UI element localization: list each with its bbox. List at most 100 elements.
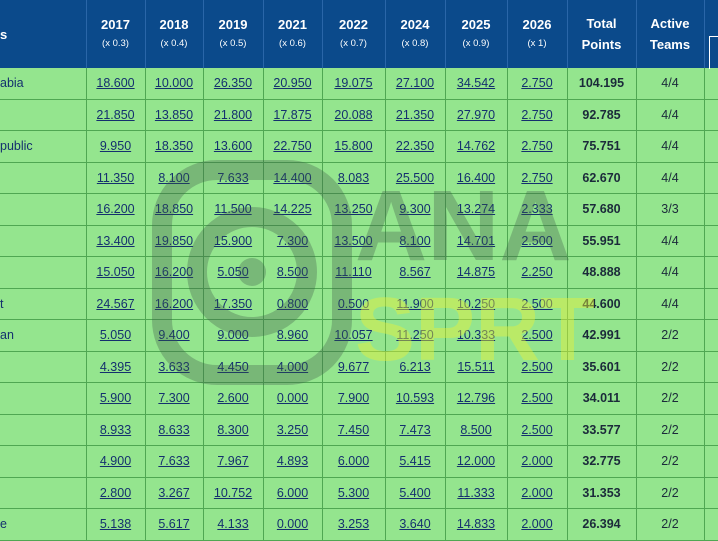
- year-points-cell[interactable]: 8.633: [145, 414, 204, 446]
- year-points-cell[interactable]: 21.850: [86, 99, 146, 131]
- year-points-link[interactable]: 10.752: [213, 485, 253, 500]
- year-points-cell[interactable]: 9.677: [322, 351, 386, 383]
- year-points-cell[interactable]: 10.000: [145, 68, 204, 100]
- year-points-cell[interactable]: 2.333: [507, 193, 568, 226]
- year-points-cell[interactable]: 3.253: [322, 508, 386, 541]
- year-points-link[interactable]: 6.213: [399, 359, 431, 374]
- year-points-link[interactable]: 11.350: [96, 170, 135, 185]
- year-points-cell[interactable]: 5.300: [322, 477, 386, 509]
- year-points-link[interactable]: 0.000: [276, 517, 309, 532]
- year-points-link[interactable]: 13.274: [456, 202, 496, 217]
- year-points-link[interactable]: 2.600: [217, 391, 249, 406]
- year-points-cell[interactable]: 15.900: [203, 225, 264, 257]
- year-points-cell[interactable]: 20.088: [322, 99, 386, 131]
- year-points-cell[interactable]: 8.300: [203, 414, 264, 446]
- year-points-link[interactable]: 10.333: [456, 328, 496, 343]
- year-points-link[interactable]: 2.000: [521, 517, 553, 532]
- year-points-link[interactable]: 17.350: [213, 296, 253, 311]
- year-points-link[interactable]: 27.100: [395, 76, 435, 91]
- year-points-link[interactable]: 0.000: [276, 391, 309, 406]
- year-points-cell[interactable]: 2.500: [507, 225, 568, 257]
- year-points-link[interactable]: 20.950: [273, 76, 312, 91]
- year-points-link[interactable]: 16.200: [154, 296, 194, 311]
- year-points-cell[interactable]: 4.395: [86, 351, 146, 383]
- year-points-link[interactable]: 2.500: [521, 391, 553, 406]
- year-points-cell[interactable]: 2.750: [507, 162, 568, 194]
- year-points-cell[interactable]: 10.752: [203, 477, 264, 509]
- year-points-link[interactable]: 3.633: [158, 359, 190, 374]
- year-points-cell[interactable]: 7.633: [203, 162, 264, 194]
- year-points-link[interactable]: 2.500: [521, 296, 553, 311]
- year-points-cell[interactable]: 2.500: [507, 414, 568, 446]
- year-points-cell[interactable]: 4.133: [203, 508, 264, 541]
- year-points-cell[interactable]: 2.800: [86, 477, 146, 509]
- year-points-link[interactable]: 18.600: [96, 76, 135, 91]
- year-points-link[interactable]: 2.750: [521, 107, 553, 122]
- year-points-link[interactable]: 2.750: [521, 170, 553, 185]
- year-points-link[interactable]: 4.893: [276, 454, 309, 469]
- year-points-link[interactable]: 2.500: [521, 422, 553, 437]
- year-points-link[interactable]: 13.250: [334, 202, 373, 217]
- year-points-link[interactable]: 10.250: [456, 296, 496, 311]
- year-points-cell[interactable]: 11.333: [445, 477, 508, 509]
- year-points-link[interactable]: 3.640: [399, 517, 431, 532]
- year-points-link[interactable]: 7.633: [158, 454, 190, 469]
- year-points-link[interactable]: 21.800: [213, 107, 253, 122]
- year-points-cell[interactable]: 14.762: [445, 130, 508, 163]
- year-points-link[interactable]: 15.050: [96, 265, 135, 280]
- year-points-link[interactable]: 11.900: [396, 296, 434, 311]
- year-points-link[interactable]: 5.900: [99, 391, 132, 406]
- year-points-link[interactable]: 5.050: [217, 265, 249, 280]
- year-points-link[interactable]: 4.000: [276, 359, 309, 374]
- year-points-link[interactable]: 6.000: [337, 454, 370, 469]
- year-points-cell[interactable]: 10.593: [385, 382, 446, 415]
- year-points-cell[interactable]: 14.400: [263, 162, 323, 194]
- year-points-link[interactable]: 4.133: [217, 517, 249, 532]
- year-points-cell[interactable]: 0.500: [322, 288, 386, 320]
- year-points-cell[interactable]: 10.250: [445, 288, 508, 320]
- year-points-cell[interactable]: 15.511: [445, 351, 508, 383]
- year-points-cell[interactable]: 7.450: [322, 414, 386, 446]
- year-points-cell[interactable]: 2.500: [507, 351, 568, 383]
- year-points-cell[interactable]: 4.900: [86, 445, 146, 478]
- year-points-cell[interactable]: 3.633: [145, 351, 204, 383]
- year-points-link[interactable]: 2.333: [521, 202, 553, 217]
- year-points-link[interactable]: 2.750: [521, 139, 553, 154]
- year-points-cell[interactable]: 14.833: [445, 508, 508, 541]
- year-points-link[interactable]: 7.300: [276, 233, 309, 248]
- year-points-link[interactable]: 9.000: [217, 328, 249, 343]
- year-points-link[interactable]: 11.110: [335, 265, 372, 280]
- year-points-cell[interactable]: 6.213: [385, 351, 446, 383]
- year-points-link[interactable]: 2.000: [521, 454, 553, 469]
- year-points-cell[interactable]: 3.250: [263, 414, 323, 446]
- year-points-cell[interactable]: 14.225: [263, 193, 323, 226]
- year-points-link[interactable]: 0.500: [337, 296, 370, 311]
- year-points-cell[interactable]: 6.000: [322, 445, 386, 478]
- year-points-link[interactable]: 16.200: [154, 265, 194, 280]
- year-points-cell[interactable]: 15.800: [322, 130, 386, 163]
- year-points-link[interactable]: 22.750: [273, 139, 312, 154]
- year-points-link[interactable]: 19.075: [334, 76, 373, 91]
- year-points-link[interactable]: 5.050: [99, 328, 132, 343]
- year-points-cell[interactable]: 5.617: [145, 508, 204, 541]
- year-points-cell[interactable]: 25.500: [385, 162, 446, 194]
- year-points-link[interactable]: 22.350: [395, 139, 435, 154]
- year-points-cell[interactable]: 34.542: [445, 68, 508, 100]
- year-points-cell[interactable]: 17.350: [203, 288, 264, 320]
- year-points-cell[interactable]: 4.893: [263, 445, 323, 478]
- year-points-cell[interactable]: 18.600: [86, 68, 146, 100]
- year-points-link[interactable]: 6.000: [276, 485, 309, 500]
- year-points-link[interactable]: 10.000: [154, 76, 194, 91]
- year-points-cell[interactable]: 11.250: [385, 319, 446, 352]
- year-points-link[interactable]: 8.500: [276, 265, 309, 280]
- year-points-link[interactable]: 34.542: [456, 76, 496, 91]
- year-points-cell[interactable]: 11.110: [322, 256, 386, 289]
- year-points-cell[interactable]: 13.600: [203, 130, 264, 163]
- year-points-cell[interactable]: 12.000: [445, 445, 508, 478]
- year-points-cell[interactable]: 7.633: [145, 445, 204, 478]
- year-points-cell[interactable]: 8.500: [445, 414, 508, 446]
- year-points-cell[interactable]: 3.267: [145, 477, 204, 509]
- year-points-cell[interactable]: 5.138: [86, 508, 146, 541]
- year-points-cell[interactable]: 15.050: [86, 256, 146, 289]
- year-points-link[interactable]: 5.400: [399, 485, 431, 500]
